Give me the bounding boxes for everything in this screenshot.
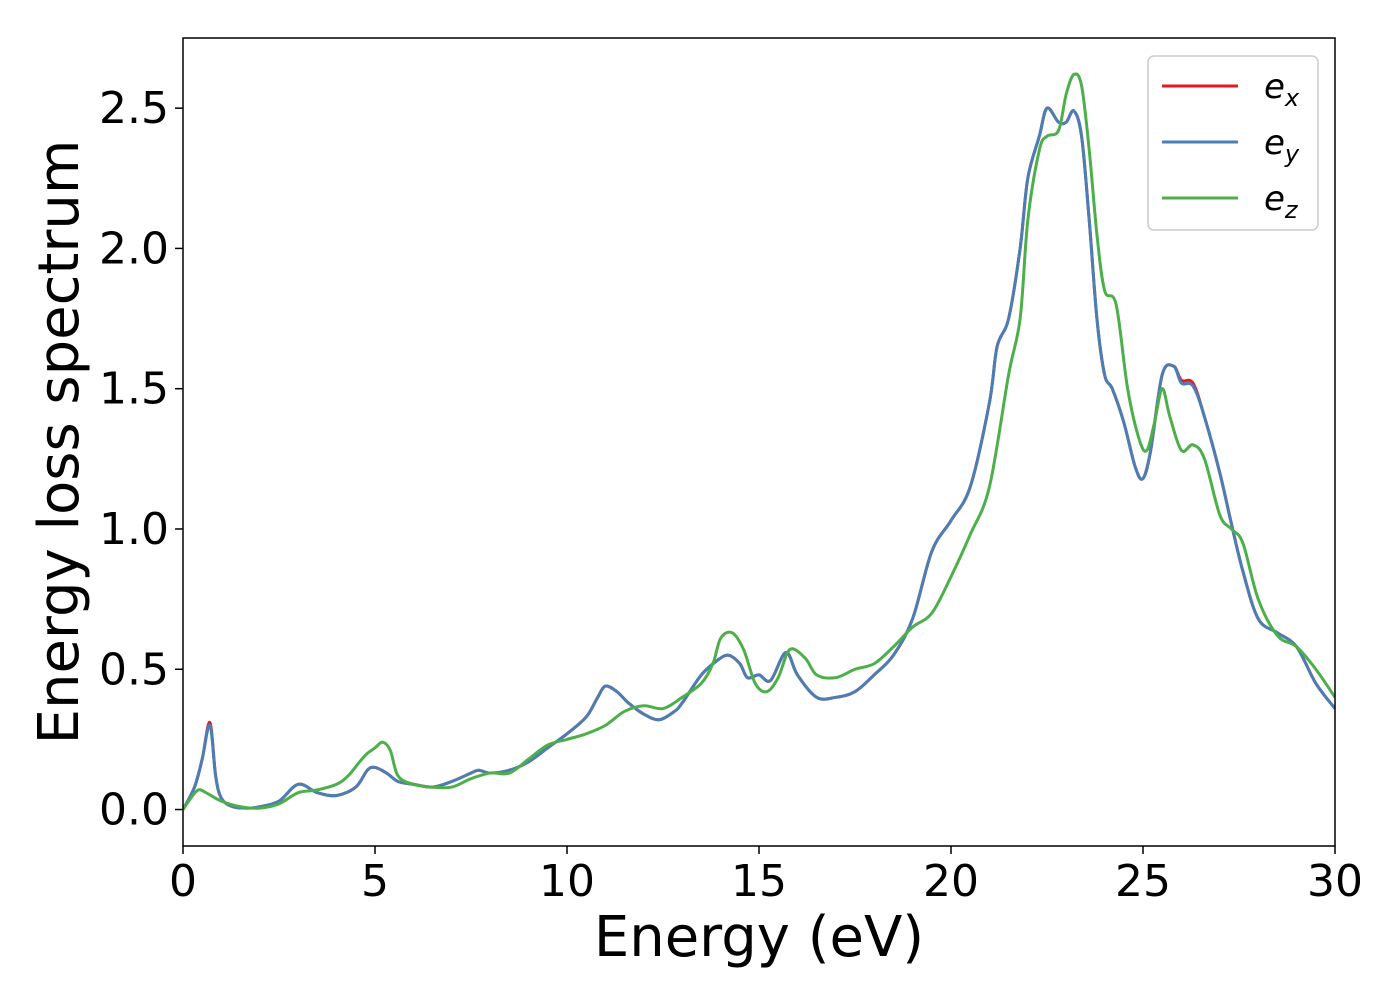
y-tick-label: 2.0 — [99, 223, 169, 274]
x-tick-label: 15 — [731, 856, 787, 907]
y-axis-label: Energy loss spectrum — [27, 140, 92, 745]
x-tick-label: 25 — [1115, 856, 1171, 907]
y-tick-label: 2.5 — [99, 83, 169, 134]
x-axis-label: Energy (eV) — [594, 905, 924, 970]
y-tick-label: 0.5 — [99, 644, 169, 695]
series-layer — [183, 72, 1335, 811]
x-tick-label: 5 — [361, 856, 389, 907]
y-tick-label: 0.0 — [99, 785, 169, 836]
legend-label-x: ex — [1264, 67, 1300, 112]
y-tick-label: 1.5 — [99, 364, 169, 415]
y-tick-label: 1.0 — [99, 504, 169, 555]
series-line-y — [183, 106, 1335, 811]
legend-label-z: ez — [1264, 179, 1299, 224]
legend: ex ey ez — [1147, 55, 1319, 231]
x-tick-label: 30 — [1307, 856, 1363, 907]
x-tick-label: 10 — [539, 856, 595, 907]
x-tick-label: 20 — [923, 856, 979, 907]
x-tick-label: 0 — [169, 856, 197, 907]
legend-label-y: ey — [1264, 123, 1300, 168]
series-line-z — [183, 72, 1335, 811]
x-axis: 0 5 10 15 20 25 30 — [169, 846, 1363, 907]
y-axis: 0.0 0.5 1.0 1.5 2.0 2.5 — [99, 83, 183, 836]
